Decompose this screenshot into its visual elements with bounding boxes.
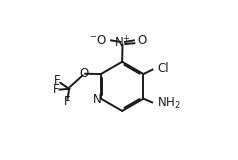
Text: O: O [137, 34, 147, 47]
Text: O: O [79, 67, 89, 80]
Text: Cl: Cl [157, 62, 169, 75]
Text: N$^{+}$: N$^{+}$ [114, 35, 131, 50]
Text: NH$_2$: NH$_2$ [157, 96, 181, 111]
Text: F: F [64, 95, 71, 108]
Text: N: N [93, 93, 102, 106]
Text: $^{-}$O: $^{-}$O [89, 34, 107, 47]
Text: F: F [54, 74, 61, 87]
Text: F: F [53, 83, 60, 96]
